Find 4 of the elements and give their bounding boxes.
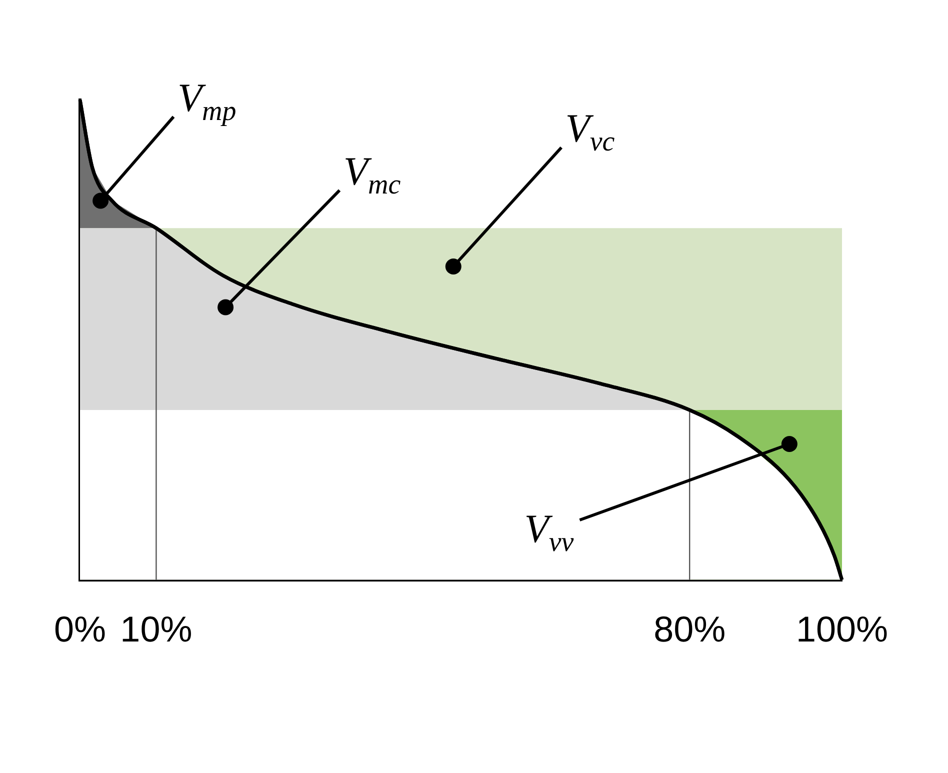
x-tick-label: 80% [654, 608, 726, 650]
x-tick-label: 0% [54, 608, 106, 650]
x-tick-label: 10% [120, 608, 192, 650]
x-tick-label: 100% [796, 608, 888, 650]
